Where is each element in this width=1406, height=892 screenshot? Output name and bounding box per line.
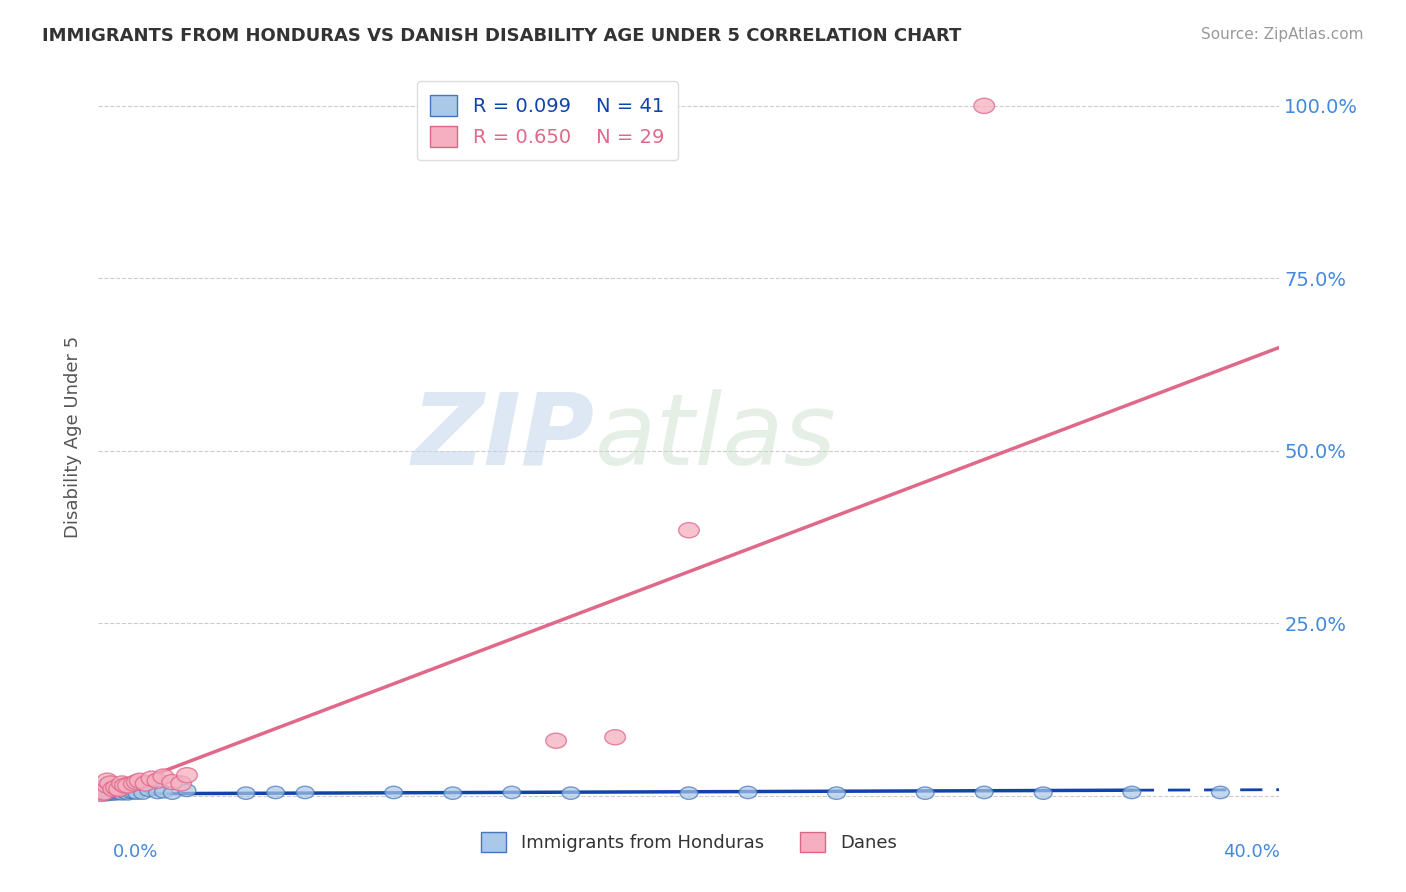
Ellipse shape	[385, 786, 402, 798]
Ellipse shape	[177, 768, 197, 783]
Ellipse shape	[120, 788, 136, 800]
Ellipse shape	[1035, 787, 1052, 799]
Ellipse shape	[112, 788, 131, 800]
Ellipse shape	[681, 787, 697, 799]
Ellipse shape	[104, 788, 122, 800]
Ellipse shape	[162, 774, 183, 789]
Ellipse shape	[139, 784, 157, 797]
Ellipse shape	[267, 786, 284, 798]
Y-axis label: Disability Age Under 5: Disability Age Under 5	[65, 336, 83, 538]
Ellipse shape	[125, 786, 143, 798]
Ellipse shape	[1123, 786, 1140, 798]
Text: atlas: atlas	[595, 389, 837, 485]
Ellipse shape	[974, 98, 994, 113]
Ellipse shape	[96, 789, 114, 801]
Ellipse shape	[96, 786, 114, 798]
Ellipse shape	[148, 773, 167, 789]
Text: IMMIGRANTS FROM HONDURAS VS DANISH DISABILITY AGE UNDER 5 CORRELATION CHART: IMMIGRANTS FROM HONDURAS VS DANISH DISAB…	[42, 27, 962, 45]
Ellipse shape	[153, 769, 174, 784]
Ellipse shape	[976, 786, 993, 798]
Ellipse shape	[110, 787, 128, 799]
Ellipse shape	[124, 776, 145, 791]
Ellipse shape	[91, 786, 111, 801]
Ellipse shape	[129, 773, 150, 789]
Ellipse shape	[149, 786, 166, 798]
Ellipse shape	[170, 776, 191, 791]
Ellipse shape	[562, 787, 579, 799]
Ellipse shape	[917, 787, 934, 799]
Ellipse shape	[111, 776, 132, 791]
Ellipse shape	[605, 730, 626, 745]
Ellipse shape	[134, 787, 152, 799]
Ellipse shape	[179, 784, 195, 797]
Ellipse shape	[101, 788, 120, 800]
Ellipse shape	[100, 776, 121, 791]
Ellipse shape	[297, 786, 314, 798]
Ellipse shape	[97, 778, 118, 793]
Legend: Immigrants from Honduras, Danes: Immigrants from Honduras, Danes	[474, 825, 904, 860]
Ellipse shape	[105, 780, 127, 795]
Ellipse shape	[828, 787, 845, 799]
Ellipse shape	[97, 773, 118, 789]
Ellipse shape	[115, 778, 135, 793]
Ellipse shape	[107, 786, 125, 798]
Ellipse shape	[135, 776, 156, 791]
Text: 40.0%: 40.0%	[1223, 843, 1279, 861]
Text: 0.0%: 0.0%	[112, 843, 157, 861]
Ellipse shape	[93, 786, 110, 798]
Ellipse shape	[546, 733, 567, 748]
Ellipse shape	[117, 786, 134, 798]
Ellipse shape	[107, 788, 125, 800]
Ellipse shape	[155, 786, 173, 798]
Ellipse shape	[679, 523, 699, 538]
Ellipse shape	[1212, 786, 1229, 798]
Ellipse shape	[118, 778, 138, 793]
Ellipse shape	[101, 786, 120, 798]
Ellipse shape	[98, 787, 117, 799]
Ellipse shape	[163, 787, 181, 799]
Ellipse shape	[98, 786, 117, 798]
Ellipse shape	[104, 786, 122, 798]
Ellipse shape	[238, 787, 254, 799]
Text: ZIP: ZIP	[412, 389, 595, 485]
Ellipse shape	[122, 786, 139, 798]
Ellipse shape	[141, 771, 162, 786]
Ellipse shape	[503, 786, 520, 798]
Ellipse shape	[103, 781, 124, 797]
Ellipse shape	[93, 789, 110, 801]
Text: Source: ZipAtlas.com: Source: ZipAtlas.com	[1201, 27, 1364, 42]
Ellipse shape	[740, 786, 756, 798]
Ellipse shape	[127, 774, 148, 789]
Ellipse shape	[94, 785, 115, 800]
Ellipse shape	[444, 787, 461, 799]
Ellipse shape	[108, 781, 129, 797]
Ellipse shape	[128, 787, 146, 799]
Ellipse shape	[98, 789, 117, 801]
